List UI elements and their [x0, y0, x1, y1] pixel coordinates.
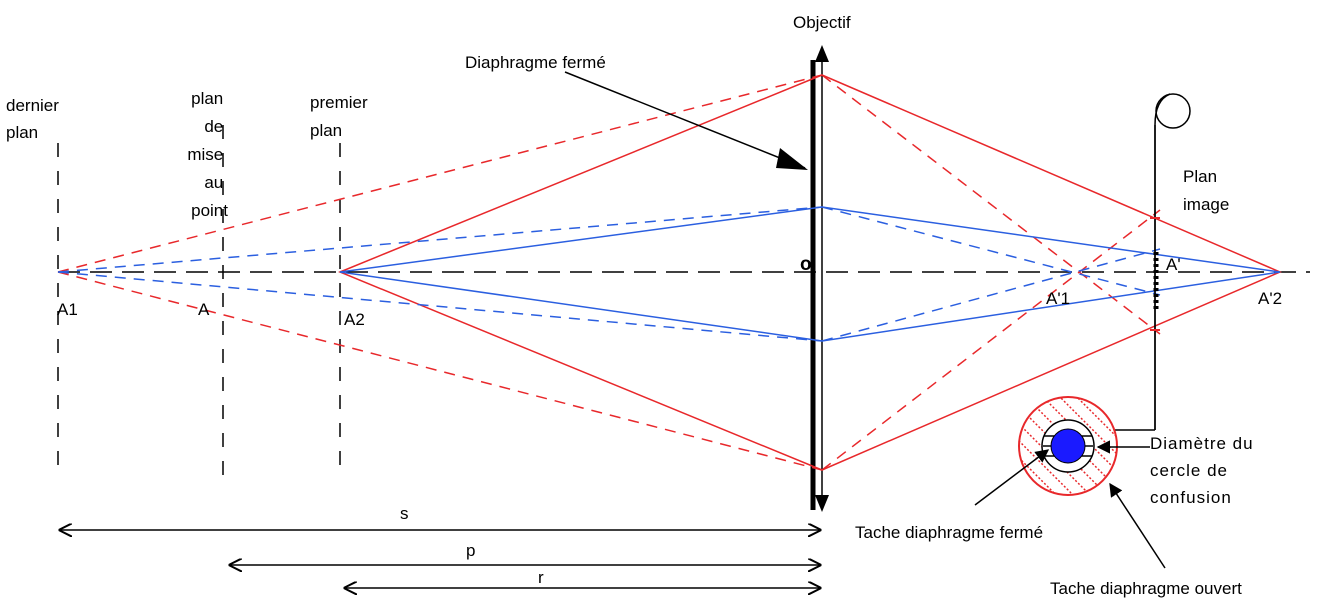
image-plane-knob: [1155, 93, 1191, 129]
a-label: A: [198, 300, 210, 319]
point-o-label: o: [800, 254, 812, 275]
premier-plan-label: premier plan: [310, 93, 372, 140]
red-dashed-rays: [57, 74, 1161, 471]
s-label: s: [400, 504, 409, 523]
tache-ferme-label: Tache diaphragme fermé: [855, 523, 1043, 542]
diaphragme-ferme-arrowhead-icon: [776, 148, 808, 170]
a-prime-2-label: A'2: [1258, 289, 1282, 308]
plan-image-label: Plan image: [1183, 167, 1229, 214]
diaphragme-ferme-arrow: [564, 71, 806, 169]
tache-ouvert-label: Tache diaphragme ouvert: [1050, 579, 1242, 598]
cercle-confusion-label: Diamètre du cercle de confusion: [1150, 434, 1259, 507]
diaphragme-ferme-label: Diaphragme fermé: [465, 53, 606, 72]
blue-solid-rays: [339, 206, 1281, 342]
dernier-plan-label: dernier plan: [6, 96, 64, 142]
a2-label: A2: [344, 310, 365, 329]
p-label: p: [466, 541, 475, 560]
plan-mise-au-point-label: plan de mise au point: [187, 89, 228, 220]
a-prime-1-label: A'1: [1046, 289, 1070, 308]
a1-label: A1: [57, 300, 78, 319]
tache-ferme-arrow: [974, 449, 1050, 506]
tache-ouvert-arrow: [1109, 482, 1166, 569]
a-prime-label: A': [1166, 255, 1181, 274]
image-plane-knob-stem: [1154, 93, 1171, 430]
lens-top-arrow-icon: [815, 45, 829, 62]
closed-aperture-spot: [1050, 428, 1086, 464]
lens-bottom-arrow-icon: [815, 495, 829, 512]
r-label: r: [538, 568, 544, 587]
objectif-label: Objectif: [793, 13, 851, 32]
confusion-circle-inset: [1018, 396, 1118, 496]
blue-dashed-rays: [57, 206, 1161, 342]
